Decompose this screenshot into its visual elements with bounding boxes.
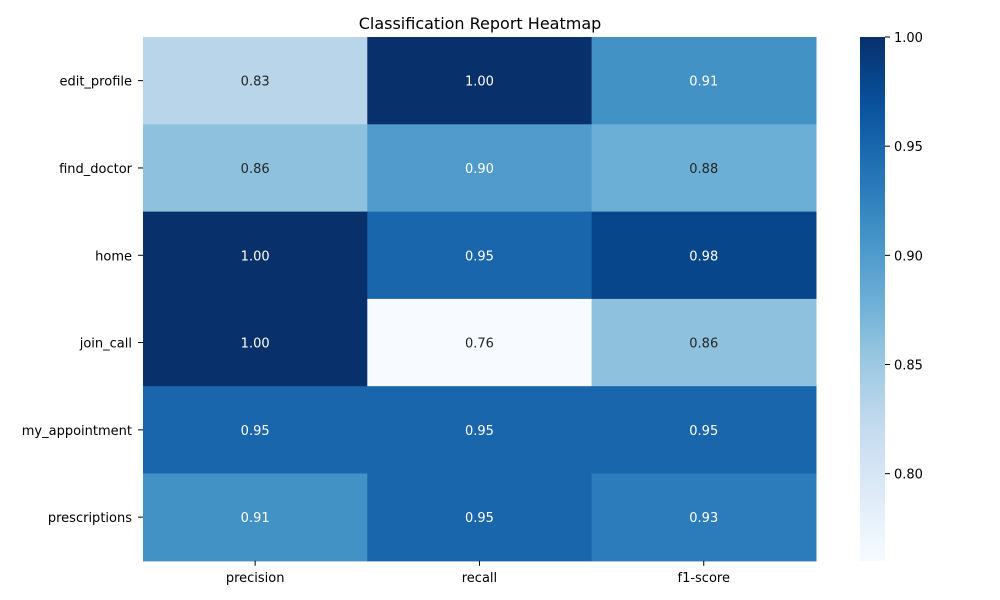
cell-value-label: 0.76 (465, 337, 494, 352)
cell-value-label: 0.93 (689, 511, 718, 526)
heatmap-cell (367, 211, 593, 300)
y-tick-label: my_appointment (22, 424, 132, 439)
y-tick-label: join_call (79, 337, 132, 352)
colorbar-tick-label: 0.90 (894, 249, 923, 264)
cell-value-label: 0.86 (241, 162, 270, 177)
heatmap-cell (143, 473, 368, 562)
heatmap-cell (143, 211, 368, 300)
cell-value-label: 1.00 (465, 75, 494, 90)
x-tick-label: precision (226, 571, 285, 586)
heatmap-cell (367, 124, 593, 213)
cell-value-label: 0.83 (241, 75, 270, 90)
y-tick-label: find_doctor (59, 162, 133, 177)
heatmap-cell (367, 386, 593, 475)
y-tick-label: prescriptions (48, 511, 132, 526)
heatmap-cell (143, 124, 368, 213)
y-tick-label: edit_profile (59, 75, 132, 90)
heatmap-cell (591, 124, 817, 213)
x-tick-label: recall (462, 571, 497, 586)
heatmap-cell (591, 386, 817, 475)
heatmap-cell (591, 37, 817, 125)
cell-value-label: 0.88 (689, 162, 718, 177)
cell-value-label: 0.95 (465, 424, 494, 439)
cell-value-label: 0.86 (689, 337, 718, 352)
heatmap-cell (591, 298, 817, 387)
cell-value-label: 0.95 (465, 249, 494, 264)
colorbar (860, 37, 885, 561)
heatmap-cell (143, 37, 368, 125)
cell-value-label: 0.98 (689, 249, 718, 264)
heatmap-cell (367, 473, 593, 562)
cell-value-label: 1.00 (241, 249, 270, 264)
cell-value-label: 0.91 (241, 511, 270, 526)
cell-value-label: 0.95 (465, 511, 494, 526)
colorbar-tick-label: 0.80 (894, 468, 923, 483)
cell-value-label: 0.95 (241, 424, 270, 439)
colorbar-tick-label: 0.85 (894, 359, 923, 374)
y-tick-label: home (95, 249, 132, 264)
heatmap-cell (143, 386, 368, 475)
colorbar-ticks: 0.80 0.85 0.90 0.95 1.00 (885, 31, 923, 483)
x-tick-label: f1-score (678, 571, 730, 586)
colorbar-tick-label: 0.95 (894, 140, 923, 155)
heatmap-cell (367, 37, 593, 125)
cell-value-label: 0.95 (689, 424, 718, 439)
x-axis: precision recall f1-score (226, 560, 730, 586)
heatmap-cell (367, 298, 593, 387)
cell-value-label: 0.90 (465, 162, 494, 177)
cell-value-label: 0.91 (689, 75, 718, 90)
cell-value-label: 1.00 (241, 337, 270, 352)
colorbar-tick-label: 1.00 (894, 31, 923, 46)
heatmap-cells: 0.83 1.00 0.91 0.86 0.90 0.88 1.00 0.95 0.98 1.00… (143, 37, 817, 562)
heatmap-cell (143, 298, 368, 387)
chart-title: Classification Report Heatmap (359, 14, 602, 33)
heatmap-cell (591, 473, 817, 562)
heatmap-cell (591, 211, 817, 300)
